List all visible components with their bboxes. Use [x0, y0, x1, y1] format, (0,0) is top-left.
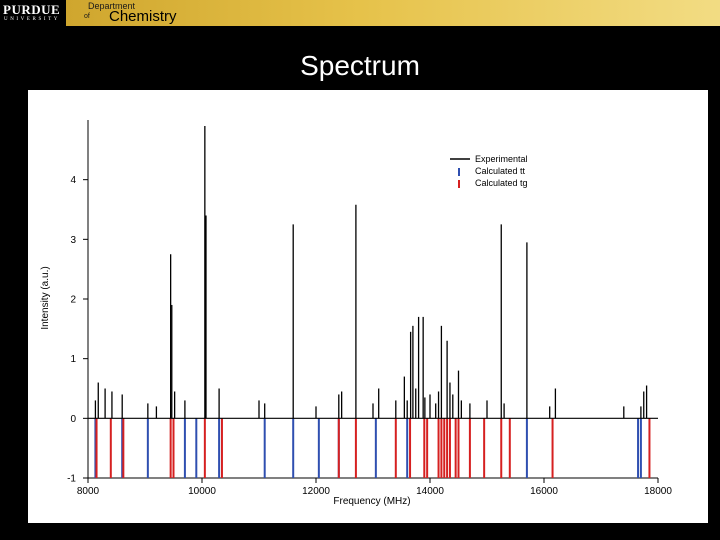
y-axis-label: Intensity (a.u.) [40, 266, 51, 329]
plot-panel: -1 0 1 2 3 4 8000 10000 12000 14000 16000 18000 Fr… [28, 90, 708, 523]
x-tick-label: 12000 [302, 486, 330, 497]
department-of-label: of [84, 13, 90, 20]
header-bar: PURDUE UNIVERSITY Department of Chemistr… [0, 0, 720, 26]
legend-label-calc-tt: Calculated tt [475, 166, 526, 176]
y-tick-label: 3 [70, 235, 76, 246]
purdue-logo-subtext: UNIVERSITY [4, 17, 60, 22]
department-banner: Department of Chemistry [66, 0, 720, 26]
department-label: Department [88, 1, 136, 11]
spectrum-chart: -1 0 1 2 3 4 8000 10000 12000 14000 16000 18000 Fr… [40, 120, 672, 507]
purdue-logo: PURDUE UNIVERSITY [0, 0, 66, 26]
legend-label-experimental: Experimental [475, 154, 528, 164]
purdue-logo-text: PURDUE [3, 2, 61, 17]
y-tick-label: 0 [70, 414, 76, 425]
x-tick-label: 16000 [530, 486, 558, 497]
y-tick-label: 4 [70, 175, 76, 186]
x-tick-label: 18000 [644, 486, 672, 497]
legend-label-calc-tg: Calculated tg [475, 178, 528, 188]
y-tick-label: -1 [67, 474, 76, 485]
x-tick-label: 14000 [416, 486, 444, 497]
x-tick-label: 8000 [77, 486, 100, 497]
x-tick-label: 10000 [188, 486, 216, 497]
y-tick-label: 1 [70, 354, 76, 365]
x-axis-label: Frequency (MHz) [333, 496, 410, 507]
legend: Experimental Calculated tt Calculated tg [450, 154, 528, 188]
slide-title: Spectrum [300, 50, 420, 81]
y-tick-label: 2 [70, 295, 76, 306]
department-name: Chemistry [109, 8, 177, 25]
